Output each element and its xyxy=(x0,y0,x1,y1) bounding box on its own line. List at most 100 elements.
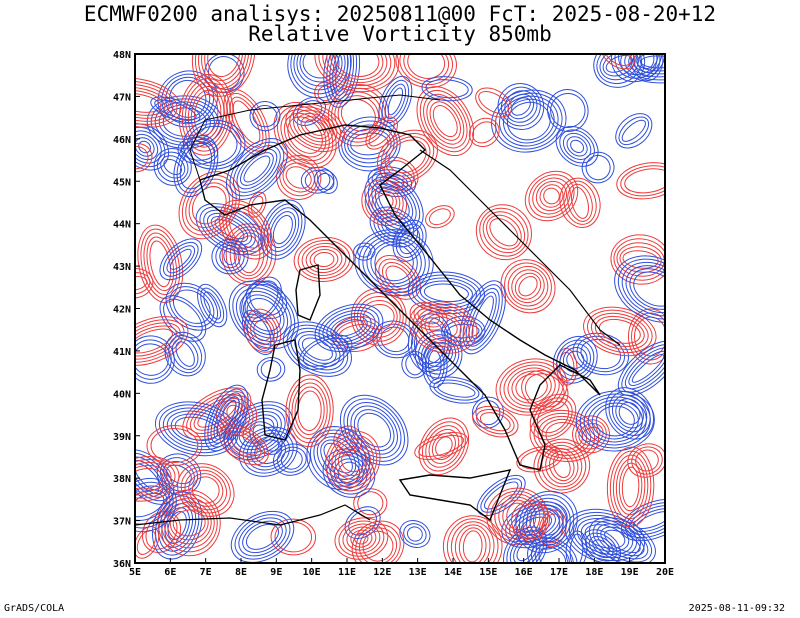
vorticity-contour xyxy=(632,54,665,75)
vorticity-contour xyxy=(378,75,413,127)
vorticity-contour xyxy=(562,347,588,373)
vorticity-contour xyxy=(276,446,307,473)
vorticity-contour xyxy=(318,306,380,349)
vorticity-contour xyxy=(584,524,626,549)
vorticity-contour xyxy=(302,54,337,79)
vorticity-contour xyxy=(210,392,243,444)
vorticity-contour xyxy=(380,132,435,180)
vorticity-contour xyxy=(555,125,599,167)
vorticity-contour xyxy=(541,444,583,488)
vorticity-contour xyxy=(272,443,311,476)
vorticity-contour xyxy=(135,77,182,128)
vorticity-contour xyxy=(270,518,317,556)
lon-tick-label: 17E xyxy=(550,567,568,578)
vorticity-contour xyxy=(624,54,665,81)
vorticity-contour xyxy=(472,405,519,438)
vorticity-contour xyxy=(176,139,216,194)
vorticity-contour xyxy=(296,112,334,143)
vorticity-contour xyxy=(503,364,560,410)
vorticity-contour xyxy=(163,460,195,488)
sardinia-coastline xyxy=(261,339,301,441)
vorticity-contour xyxy=(306,426,370,491)
vorticity-contour xyxy=(581,529,622,563)
vorticity-contour xyxy=(511,500,550,540)
vorticity-contour xyxy=(154,401,239,457)
vorticity-contour xyxy=(166,245,196,274)
footer-credit: GrADS/COLA xyxy=(4,603,65,614)
lon-tick-label: 15E xyxy=(479,567,497,578)
vorticity-contour xyxy=(178,171,241,240)
vorticity-contour xyxy=(135,146,149,170)
lat-tick-label: 42N xyxy=(113,305,131,316)
vorticity-contour xyxy=(356,295,401,338)
vorticity-contour xyxy=(633,271,665,307)
vorticity-contour xyxy=(334,319,364,337)
vorticity-contour xyxy=(524,170,579,222)
vorticity-contour xyxy=(486,214,522,250)
vorticity-contour xyxy=(621,119,646,142)
vorticity-contour xyxy=(533,412,596,459)
vorticity-contour xyxy=(562,132,592,160)
vorticity-contour xyxy=(592,520,653,563)
vorticity-contour xyxy=(203,209,256,249)
vorticity-contour xyxy=(572,415,610,454)
vorticity-contour xyxy=(293,54,346,91)
vorticity-contour xyxy=(269,211,297,249)
vorticity-contour xyxy=(200,287,225,324)
vorticity-contour xyxy=(241,276,282,323)
vorticity-contour xyxy=(163,241,199,277)
vorticity-contour xyxy=(442,515,503,563)
vorticity-contour xyxy=(242,520,283,554)
vorticity-contour xyxy=(432,105,458,138)
vorticity-contour xyxy=(468,117,500,148)
vorticity-contour xyxy=(143,232,178,296)
vorticity-contour xyxy=(567,183,593,222)
vorticity-contour xyxy=(249,100,281,132)
vorticity-contour xyxy=(184,82,228,148)
vorticity-contour xyxy=(399,519,431,549)
vorticity-contour xyxy=(384,136,431,177)
vorticity-contour xyxy=(479,412,511,432)
vorticity-contour xyxy=(337,446,368,476)
vorticity-contour xyxy=(359,299,398,334)
lat-tick-label: 48N xyxy=(113,50,131,61)
vorticity-contour xyxy=(514,503,547,537)
vorticity-contour xyxy=(346,526,377,551)
vorticity-contour xyxy=(260,359,282,379)
vorticity-contour xyxy=(504,262,552,310)
vorticity-contour xyxy=(580,521,630,552)
vorticity-contour xyxy=(377,129,438,184)
vorticity-contour xyxy=(266,207,300,252)
vorticity-contour xyxy=(256,356,286,382)
vorticity-contour xyxy=(552,454,571,479)
vorticity-contour xyxy=(158,404,235,454)
vorticity-contour xyxy=(135,462,172,496)
vorticity-contour xyxy=(233,145,281,193)
vorticity-contour xyxy=(252,424,280,452)
vorticity-contour xyxy=(516,541,534,562)
vorticity-contour xyxy=(135,316,189,366)
vorticity-contour xyxy=(424,313,462,342)
vorticity-contour xyxy=(135,456,180,502)
vorticity-contour xyxy=(497,83,545,130)
vorticity-contour xyxy=(628,308,665,365)
vorticity-contour xyxy=(169,79,207,118)
vorticity-contour xyxy=(313,251,335,268)
vorticity-contour xyxy=(367,176,421,231)
vorticity-contour xyxy=(507,93,535,120)
vorticity-contour xyxy=(300,116,330,140)
vorticity-contour xyxy=(244,280,279,319)
vorticity-contour xyxy=(529,393,577,441)
vorticity-contour xyxy=(186,122,242,167)
vorticity-contour xyxy=(615,458,646,516)
vorticity-contour xyxy=(605,54,633,73)
vorticity-contour xyxy=(475,204,532,261)
corsica-coastline xyxy=(295,264,321,321)
vorticity-contour xyxy=(450,521,495,563)
africa-coastline xyxy=(135,504,371,526)
vorticity-contour xyxy=(334,54,380,77)
vorticity-contour xyxy=(367,166,417,197)
vorticity-contour xyxy=(182,387,252,441)
lon-tick-label: 6E xyxy=(164,567,176,578)
lon-tick-label: 13E xyxy=(409,567,427,578)
